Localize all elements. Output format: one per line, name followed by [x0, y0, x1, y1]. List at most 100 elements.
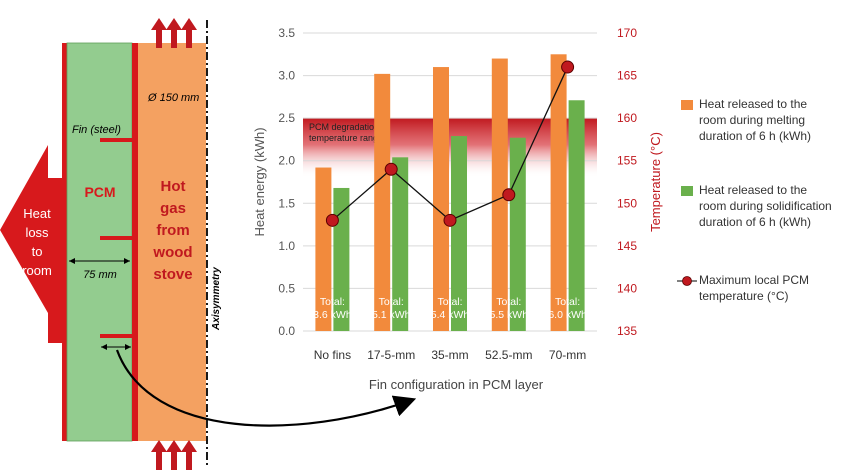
- total-label: 5.4 kWh: [431, 309, 470, 321]
- bar-solidification: [392, 157, 409, 331]
- schematic: Heat loss to room Axisymmetry Fin (steel…: [0, 18, 417, 470]
- right-tick-label: 150: [617, 196, 637, 210]
- legend-text: room during solidification: [699, 199, 832, 213]
- bar-melting: [491, 58, 508, 332]
- total-label: 6.0 kWh: [548, 309, 587, 321]
- total-label: 5.1 kWh: [372, 309, 411, 321]
- legend-text: Heat released to the: [699, 183, 808, 197]
- degradation-band-label: temperature range: [309, 133, 383, 143]
- left-axis-label: Heat energy (kWh): [252, 127, 267, 236]
- x-axis-label: Fin configuration in PCM layer: [369, 377, 544, 392]
- right-axis-ticks: 135 140 145 150 155 160 165 170: [617, 26, 637, 338]
- right-tick-label: 170: [617, 26, 637, 40]
- right-tick-label: 135: [617, 324, 637, 338]
- legend-item-solidification: Heat released to the room during solidif…: [681, 182, 846, 242]
- right-tick-label: 145: [617, 239, 637, 253]
- legend-swatch-solidification: [681, 186, 693, 196]
- legend-text: Heat released to the: [699, 97, 808, 111]
- width-label: 75 mm: [83, 269, 117, 281]
- left-tick-label: 1.5: [278, 196, 295, 210]
- svg-text:room: room: [22, 263, 52, 278]
- legend-swatch-melting: [681, 100, 693, 110]
- legend-item-temperature: Maximum local PCM temperature (°C): [677, 272, 846, 312]
- bar-melting: [374, 73, 391, 332]
- connector-arrow: [115, 349, 417, 427]
- bar-solidification: [509, 137, 526, 331]
- left-tick-label: 2.5: [278, 111, 295, 125]
- pcm-label: PCM: [84, 184, 115, 200]
- left-tick-label: 1.0: [278, 239, 295, 253]
- temperature-point: [502, 188, 516, 202]
- degradation-band-label: PCM degradation: [309, 122, 379, 132]
- bars: [315, 54, 585, 332]
- total-label: Total:: [496, 296, 521, 308]
- svg-text:Hot: Hot: [161, 178, 186, 195]
- right-tick-label: 155: [617, 154, 637, 168]
- hot-gas-region: [138, 43, 206, 441]
- legend-text: Maximum local PCM: [699, 273, 810, 287]
- bar-melting: [315, 167, 332, 331]
- left-tick-label: 0.5: [278, 281, 295, 295]
- pcm-layer: [66, 42, 133, 442]
- hot-gas-label: Hot gas from wood stove: [152, 178, 192, 283]
- bar-melting: [550, 54, 567, 332]
- category-label: 17-5-mm: [367, 348, 415, 362]
- category-label: 35-mm: [431, 348, 468, 362]
- right-axis-label: Temperature (°C): [648, 132, 663, 232]
- legend-swatch-temperature: [677, 276, 697, 286]
- legend-item-melting: Heat released to the room during melting…: [681, 96, 846, 156]
- diameter-label: Ø 150 mm: [147, 92, 199, 104]
- right-tick-label: 140: [617, 281, 637, 295]
- temperature-point: [561, 60, 575, 74]
- fin-bottom: [100, 334, 132, 338]
- left-tick-label: 3.5: [278, 26, 295, 40]
- left-tick-label: 0.0: [278, 324, 295, 338]
- legend: Heat released to the room during melting…: [677, 96, 846, 326]
- temperature-point: [443, 213, 457, 227]
- svg-text:from: from: [156, 222, 189, 239]
- legend-text: duration of 6 h (kWh): [699, 129, 812, 143]
- heat-loss-label: Heat loss to room: [22, 206, 52, 278]
- svg-text:loss: loss: [25, 225, 49, 240]
- left-tick-label: 2.0: [278, 154, 295, 168]
- total-label: Total:: [320, 296, 345, 308]
- total-label: Total:: [379, 296, 404, 308]
- left-axis-ticks: 0.0 0.5 1.0 1.5 2.0 2.5 3.0 3.5: [278, 26, 295, 338]
- svg-text:stove: stove: [153, 266, 192, 283]
- outer-wall: [62, 43, 67, 441]
- bar-solidification: [568, 100, 585, 332]
- inner-wall: [132, 43, 138, 441]
- hot-gas-arrows-top: [151, 18, 197, 48]
- legend-text: duration of 6 h (kWh): [699, 215, 812, 229]
- total-label: Total:: [555, 296, 580, 308]
- total-label: 3.6 kWh: [313, 309, 352, 321]
- left-tick-label: 3.0: [278, 69, 295, 83]
- svg-text:wood: wood: [152, 244, 192, 261]
- svg-text:Heat: Heat: [23, 206, 51, 221]
- temperature-point: [384, 162, 398, 176]
- fin-top: [100, 138, 132, 142]
- bar-solidification: [451, 136, 467, 331]
- svg-text:to: to: [32, 244, 43, 259]
- degradation-band-fill: [303, 118, 597, 178]
- heat-loss-arrow: [0, 145, 62, 343]
- total-label: 5.5 kWh: [490, 309, 529, 321]
- hot-gas-arrows-bottom: [151, 440, 197, 470]
- bar-melting: [433, 67, 449, 332]
- right-tick-label: 165: [617, 69, 637, 83]
- legend-text: room during melting: [699, 113, 806, 127]
- category-label: 70-mm: [549, 348, 586, 362]
- temperature-series: [325, 60, 575, 227]
- legend-text: temperature (°C): [699, 289, 789, 303]
- fin-middle: [100, 236, 132, 240]
- fin-label: Fin (steel): [72, 124, 121, 136]
- right-tick-label: 160: [617, 111, 637, 125]
- total-label: Total:: [437, 296, 462, 308]
- category-labels: No fins 17-5-mm 35-mm 52.5-mm 70-mm: [314, 348, 587, 362]
- category-label: 52.5-mm: [485, 348, 532, 362]
- category-label: No fins: [314, 348, 351, 362]
